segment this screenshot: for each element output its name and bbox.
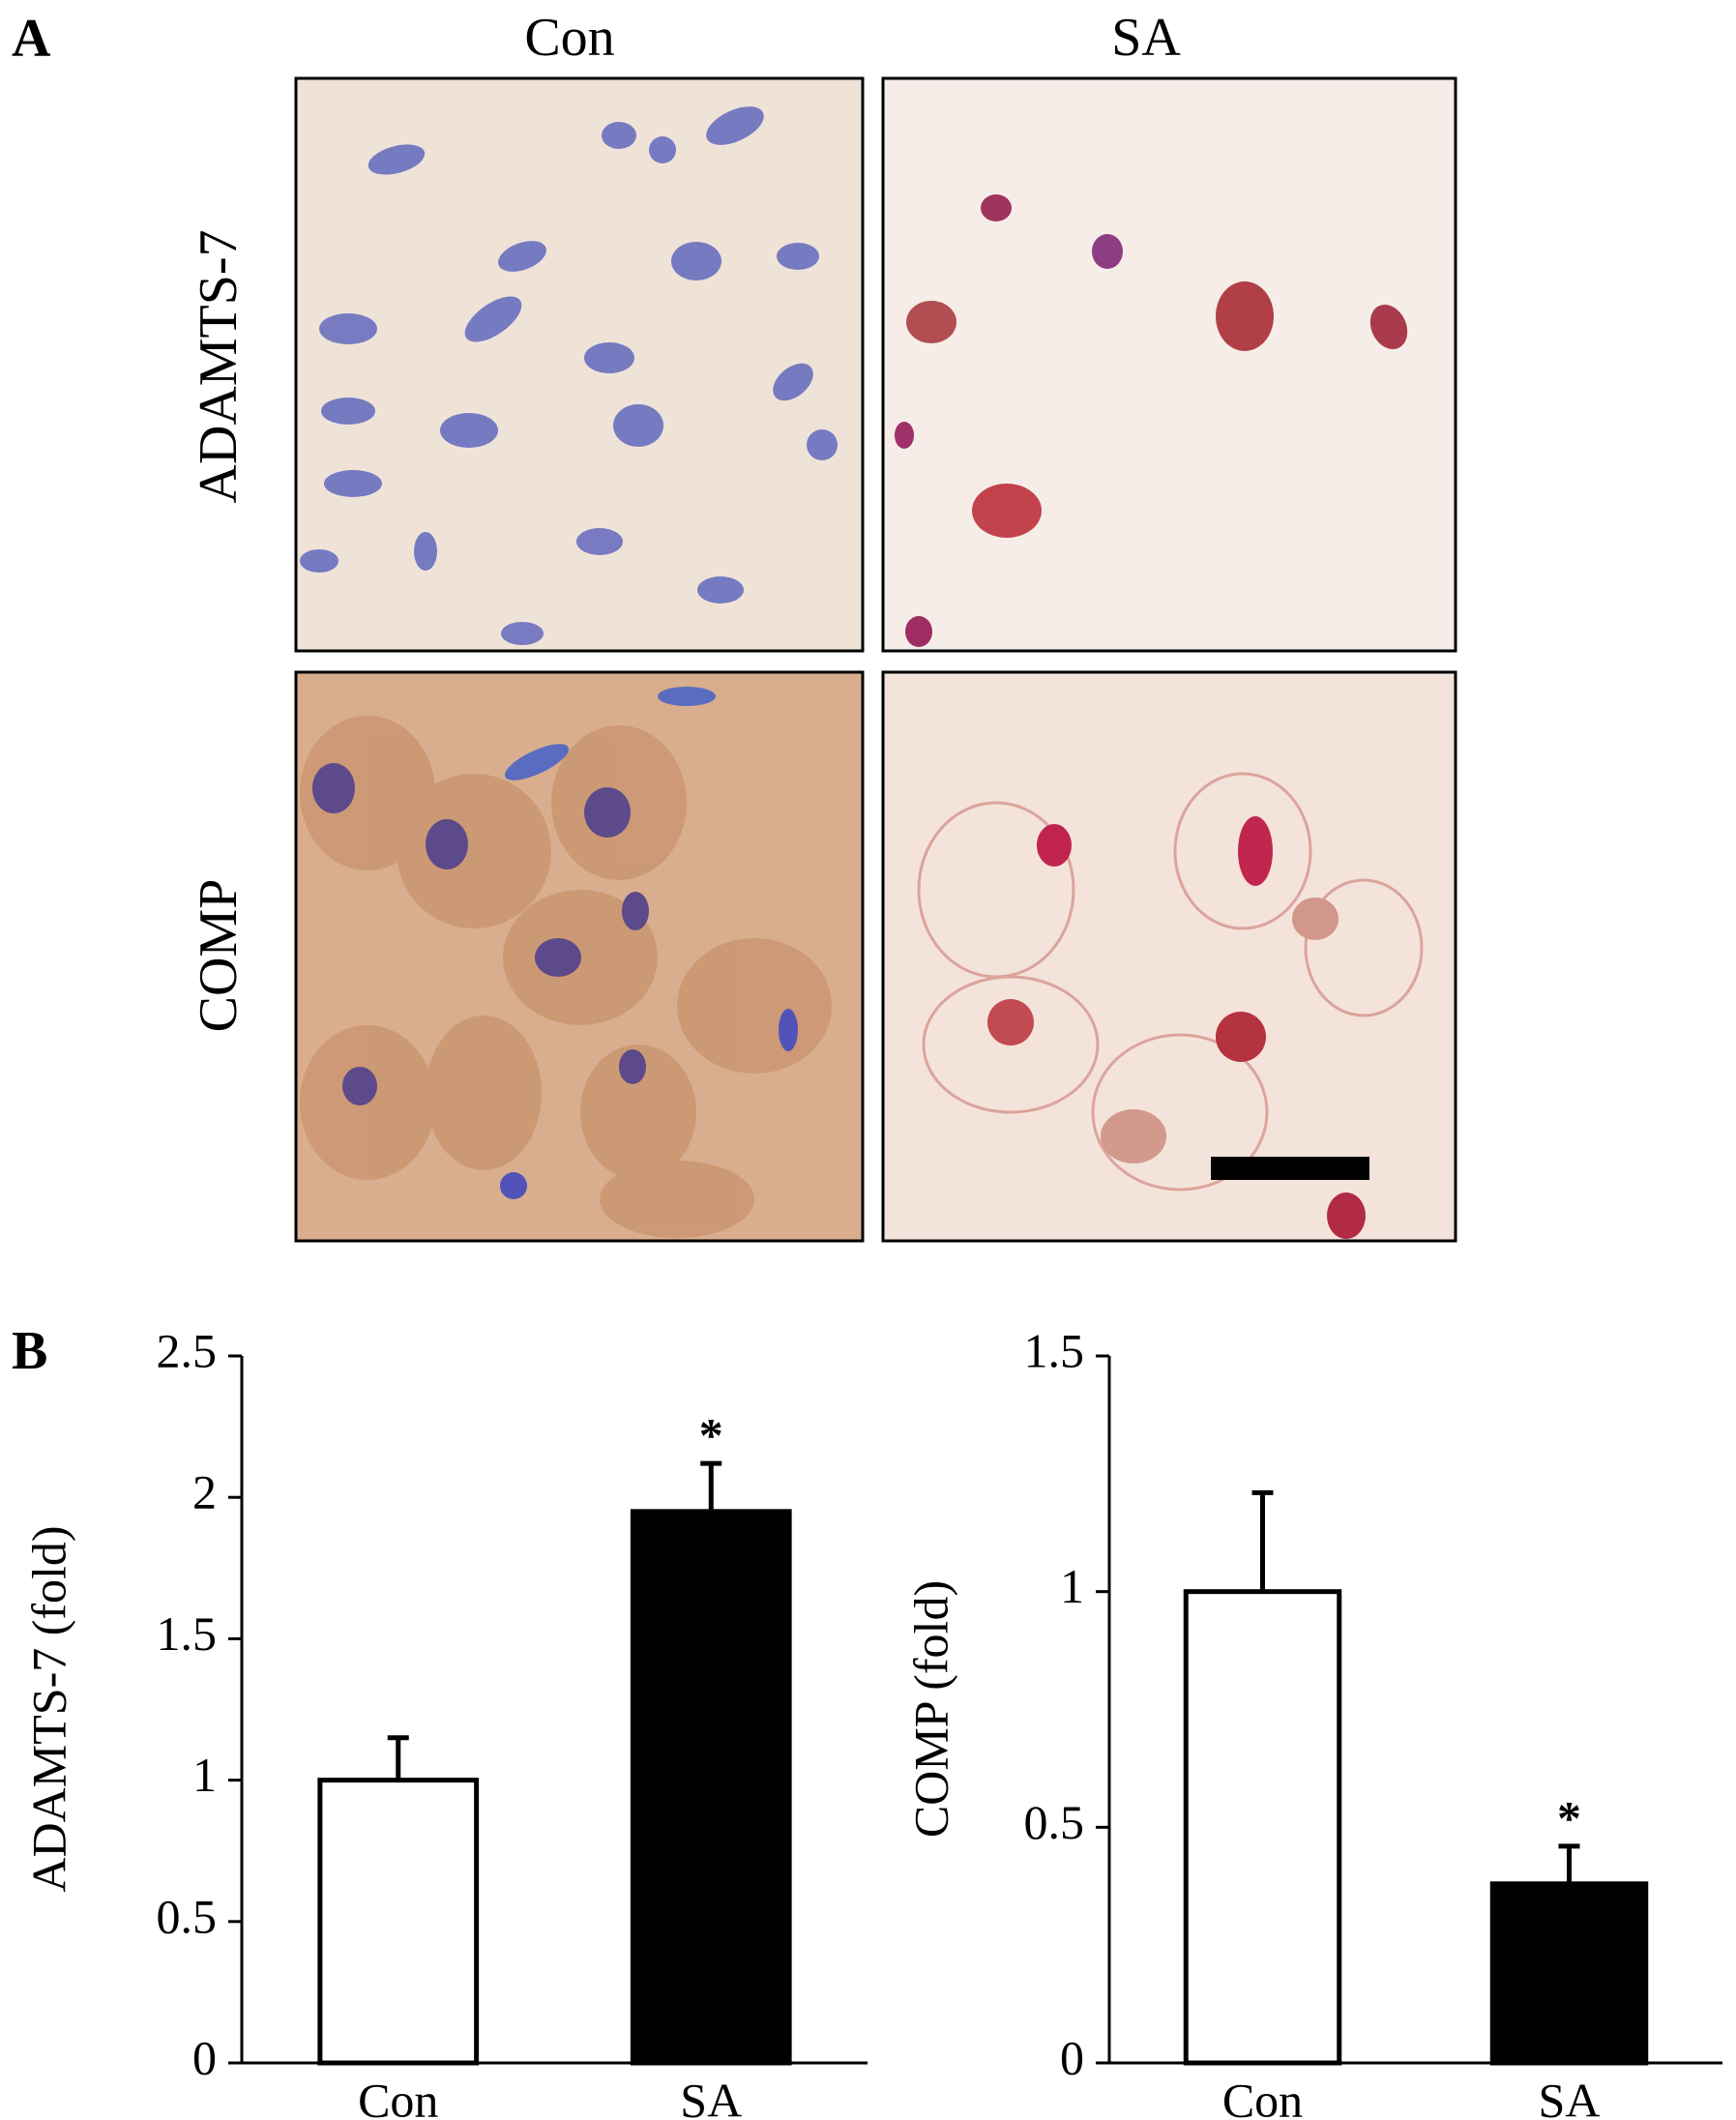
y-tick-label: 0.5 — [157, 1889, 218, 1943]
y-tick-label: 0.5 — [1024, 1795, 1085, 1849]
y-tick-label: 1 — [1060, 1559, 1084, 1613]
x-tick-label: SA — [680, 2073, 742, 2120]
y-tick-label: 0 — [1060, 2030, 1084, 2084]
significance-marker: * — [699, 1408, 723, 1462]
panel-label: B — [12, 1321, 47, 1381]
bar — [630, 1509, 792, 2066]
significance-marker: * — [1557, 1790, 1581, 1844]
x-tick-label: SA — [1539, 2073, 1601, 2120]
y-tick-label: 1 — [192, 1748, 217, 1802]
row-label: COMP — [189, 879, 249, 1033]
y-axis-label: ADAMTS-7 (fold) — [21, 1525, 75, 1892]
bar — [1489, 1881, 1649, 2066]
bar — [1183, 1589, 1342, 2066]
bar — [317, 1778, 480, 2066]
micrograph — [294, 76, 1457, 1243]
y-tick-label: 1.5 — [157, 1606, 218, 1661]
y-tick-label: 0 — [192, 2030, 217, 2084]
x-tick-label: Con — [1222, 2073, 1303, 2120]
panel-label: A — [12, 9, 51, 69]
column-label: SA — [1111, 8, 1181, 68]
x-tick-label: Con — [358, 2073, 438, 2120]
y-tick-label: 1.5 — [1024, 1323, 1085, 1377]
row-label: ADAMTS-7 — [189, 229, 249, 503]
column-label: Con — [524, 8, 614, 68]
y-tick-label: 2 — [192, 1465, 217, 1519]
y-tick-label: 2.5 — [157, 1323, 218, 1377]
y-axis-label: COMP (fold) — [903, 1580, 957, 1838]
